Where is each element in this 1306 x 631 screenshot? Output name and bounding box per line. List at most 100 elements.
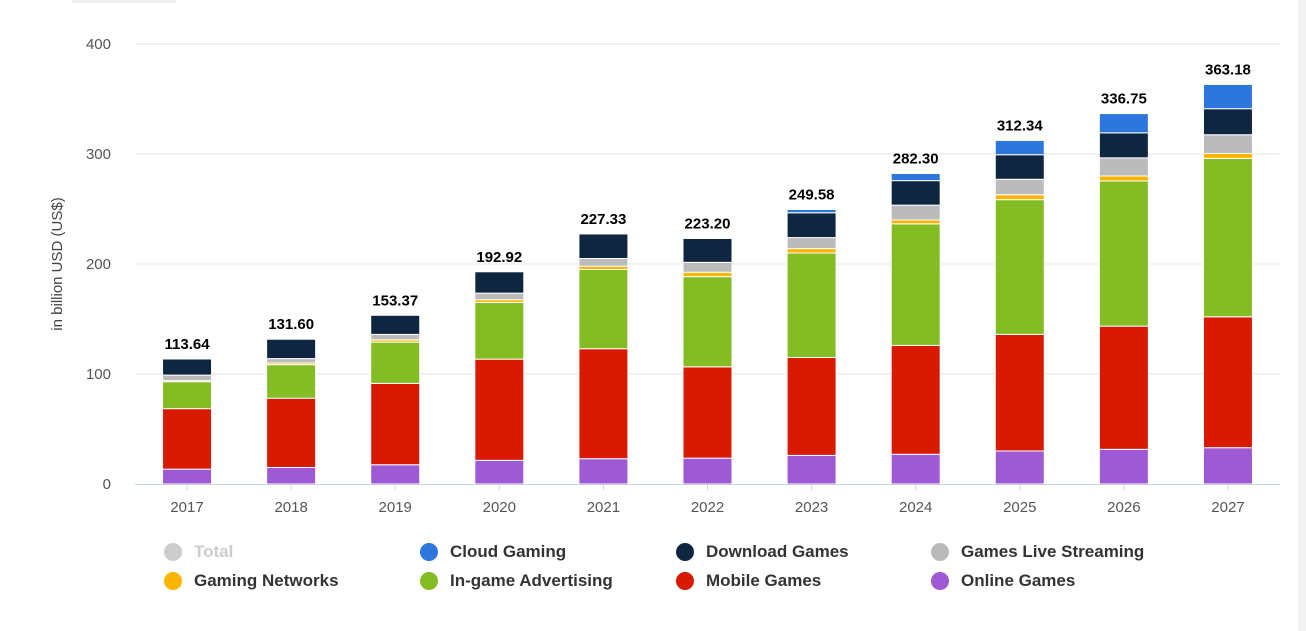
bar-segment-mobile-games[interactable] [162, 408, 213, 470]
bar-segment-download-games[interactable] [786, 212, 837, 239]
bar-segment-mobile-games[interactable] [994, 333, 1045, 452]
bar-segment-mobile-games[interactable] [682, 366, 733, 459]
x-tick-label: 2026 [1107, 499, 1140, 516]
bar-segment-mobile-games[interactable] [370, 382, 421, 466]
bar-segment-download-games[interactable] [474, 271, 525, 294]
bar-segment-online-games[interactable] [1202, 447, 1253, 485]
x-tick-label: 2017 [170, 499, 203, 516]
legend-dot-icon [676, 572, 694, 590]
x-tick-label: 2020 [483, 499, 516, 516]
bar-segment-download-games[interactable] [682, 237, 733, 263]
legend-item-games-live-streaming[interactable]: Games Live Streaming [931, 542, 1144, 562]
bar-segment-online-games[interactable] [994, 450, 1045, 485]
bar-segment-games-live-streaming[interactable] [1098, 157, 1149, 177]
bar-segment-online-games[interactable] [370, 464, 421, 485]
bar-segment-games-live-streaming[interactable] [474, 292, 525, 301]
bar-segment-games-live-streaming[interactable] [266, 358, 317, 364]
legend-item-total[interactable]: Total [164, 542, 233, 562]
x-tick-label: 2021 [587, 499, 620, 516]
bar-segment-download-games[interactable] [162, 358, 213, 376]
bar-segment-online-games[interactable] [474, 459, 525, 485]
bar-segment-games-live-streaming[interactable] [890, 204, 941, 221]
bar-segment-in-game-advertising[interactable] [994, 199, 1045, 335]
bar-segment-gaming-networks[interactable] [890, 219, 941, 225]
legend-label: Gaming Networks [194, 571, 339, 590]
bar-segment-online-games[interactable] [162, 468, 213, 485]
bar-segment-download-games[interactable] [1098, 132, 1149, 159]
y-tick-label: 100 [86, 366, 111, 383]
bar-segment-in-game-advertising[interactable] [1202, 157, 1253, 318]
bar-segment-in-game-advertising[interactable] [266, 364, 317, 399]
bar-segment-in-game-advertising[interactable] [578, 269, 629, 350]
bar-segment-games-live-streaming[interactable] [786, 237, 837, 250]
legend-row: Gaming Networks In-game Advertising Mobile… [164, 571, 1224, 600]
bar-segment-mobile-games[interactable] [786, 357, 837, 456]
legend-dot-icon [420, 543, 438, 561]
bar-segment-games-live-streaming[interactable] [162, 374, 213, 382]
legend-dot-icon [931, 572, 949, 590]
legend-label: Cloud Gaming [450, 542, 567, 561]
legend-item-download-games[interactable]: Download Games [676, 542, 849, 562]
bar-segment-cloud-gaming[interactable] [1098, 113, 1149, 134]
total-value-label: 113.64 [165, 336, 211, 353]
legend-dot-icon [931, 543, 949, 561]
legend-label: Mobile Games [706, 571, 822, 590]
bar-segment-mobile-games[interactable] [1202, 316, 1253, 449]
bar-segment-in-game-advertising[interactable] [370, 341, 421, 384]
bar-segment-download-games[interactable] [1202, 108, 1253, 136]
bar-segment-online-games[interactable] [890, 453, 941, 485]
bar-segment-download-games[interactable] [890, 180, 941, 206]
bar-segment-mobile-games[interactable] [474, 358, 525, 461]
scrollbar-edge[interactable] [1298, 0, 1306, 631]
legend: Total Cloud Gaming Download Games Games Liv… [164, 542, 1224, 600]
y-tick-label: 0 [103, 476, 111, 493]
y-tick-label: 200 [86, 256, 111, 273]
bar-segment-in-game-advertising[interactable] [786, 252, 837, 358]
legend-label: Online Games [961, 571, 1076, 590]
bar-segment-cloud-gaming[interactable] [786, 208, 837, 214]
bar-segment-gaming-networks[interactable] [994, 194, 1045, 201]
bar-segment-gaming-networks[interactable] [1202, 152, 1253, 159]
total-value-label: 363.18 [1205, 62, 1251, 79]
bar-segment-cloud-gaming[interactable] [890, 172, 941, 182]
bar-segment-games-live-streaming[interactable] [370, 333, 421, 341]
total-value-label: 282.30 [893, 150, 939, 167]
bar-segment-mobile-games[interactable] [578, 348, 629, 460]
bar-segment-online-games[interactable] [578, 458, 629, 485]
bar-segment-in-game-advertising[interactable] [890, 223, 941, 346]
bar-segment-download-games[interactable] [994, 154, 1045, 180]
bar-segment-cloud-gaming[interactable] [1202, 84, 1253, 110]
bar-segment-mobile-games[interactable] [266, 397, 317, 469]
x-tick-label: 2019 [379, 499, 412, 516]
total-labels: 113.64 131.60 153.37 192.92 227.33 223.20 249.… [165, 62, 1251, 353]
bar-segment-download-games[interactable] [266, 338, 317, 360]
bar-segment-mobile-games[interactable] [890, 344, 941, 455]
bar-segment-cloud-gaming[interactable] [994, 139, 1045, 156]
bar-segment-online-games[interactable] [786, 454, 837, 485]
bar-segment-gaming-networks[interactable] [682, 271, 733, 278]
legend-item-gaming-networks[interactable]: Gaming Networks [164, 571, 339, 591]
bar-segment-mobile-games[interactable] [1098, 325, 1149, 450]
bar-segment-gaming-networks[interactable] [1098, 175, 1149, 182]
bar-segment-games-live-streaming[interactable] [994, 178, 1045, 196]
bar-segment-games-live-streaming[interactable] [682, 261, 733, 273]
bar-segment-gaming-networks[interactable] [786, 248, 837, 254]
legend-item-online-games[interactable]: Online Games [931, 571, 1075, 591]
bar-segment-online-games[interactable] [266, 467, 317, 485]
bar-segment-in-game-advertising[interactable] [682, 276, 733, 368]
y-axis-ticks: 0 100 200 300 400 [86, 36, 111, 493]
legend-item-mobile-games[interactable]: Mobile Games [676, 571, 821, 591]
y-tick-label: 400 [86, 36, 111, 53]
bar-segment-online-games[interactable] [682, 457, 733, 485]
total-value-label: 153.37 [372, 292, 418, 309]
bar-segment-download-games[interactable] [370, 314, 421, 335]
bar-segment-games-live-streaming[interactable] [578, 258, 629, 267]
bar-segment-in-game-advertising[interactable] [162, 381, 213, 410]
bar-segment-online-games[interactable] [1098, 448, 1149, 485]
bar-segment-games-live-streaming[interactable] [1202, 134, 1253, 154]
bar-segment-in-game-advertising[interactable] [474, 302, 525, 360]
bar-segment-download-games[interactable] [578, 233, 629, 259]
legend-item-in-game-advertising[interactable]: In-game Advertising [420, 571, 613, 591]
bar-segment-in-game-advertising[interactable] [1098, 180, 1149, 327]
legend-item-cloud-gaming[interactable]: Cloud Gaming [420, 542, 566, 562]
